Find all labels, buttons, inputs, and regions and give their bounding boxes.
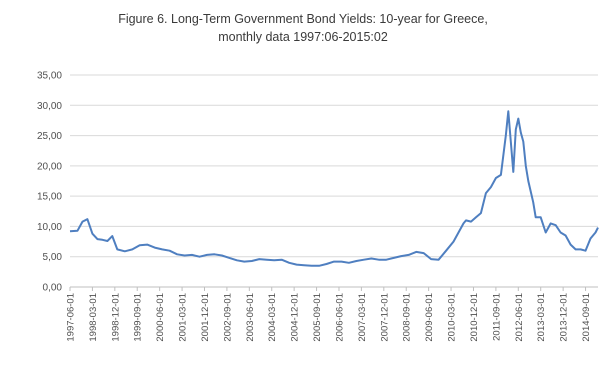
x-tick-label: 2004-03-01 [267,293,278,342]
x-tick-label: 2008-09-01 [402,293,413,342]
x-tick-label: 2001-03-01 [178,293,189,342]
x-tick-label: 2005-09-01 [312,293,323,342]
y-axis-tick-labels: 0,00 5,00 10,00 15,00 20,00 25,00 30,00 35,00 [37,71,62,294]
x-tick-label: 2002-09-01 [222,293,233,342]
x-axis-tick-labels: 1997-06-01 1998-03-01 1998-12-01 1999-09-01… [66,287,592,342]
y-tick-label: 10,00 [37,222,62,233]
x-tick-label: 2011-09-01 [491,293,502,341]
x-tick-label: 1999-09-01 [133,293,144,342]
x-tick-label: 2012-06-01 [514,293,525,342]
y-tick-label: 30,00 [37,101,62,112]
x-tick-label: 1998-12-01 [110,293,121,342]
x-tick-label: 2007-03-01 [357,293,368,342]
series-line [69,110,599,267]
x-tick-label: 2001-12-01 [200,293,211,342]
x-tick-label: 2007-12-01 [379,293,390,342]
x-tick-label: 2013-03-01 [536,293,547,342]
x-tick-label: 2003-06-01 [245,293,256,342]
chart-title-line-2: monthly data 1997:06-2015:02 [218,30,388,44]
y-tick-label: 5,00 [43,252,63,263]
y-tick-label: 20,00 [37,161,62,172]
gridlines [70,74,598,288]
x-tick-label: 2013-12-01 [559,293,570,342]
x-tick-label: 2014-09-01 [581,293,592,342]
x-tick-label: 2004-12-01 [290,293,301,342]
x-tick-label: 2010-03-01 [447,293,458,342]
series-layer [69,110,599,267]
x-tick-label: 2000-06-01 [155,293,166,342]
x-tick-label: 1998-03-01 [88,293,99,342]
x-tick-label: 2006-06-01 [334,293,345,342]
chart-title: Figure 6. Long-Term Government Bond Yiel… [0,10,606,46]
x-tick-label: 2009-06-01 [424,293,435,342]
y-tick-label: 35,00 [37,71,62,82]
x-tick-label: 2010-12-01 [469,293,480,342]
y-tick-label: 0,00 [43,283,63,294]
y-tick-label: 15,00 [37,192,62,203]
x-tick-label: 1997-06-01 [66,293,77,342]
y-tick-label: 25,00 [37,131,62,142]
chart-title-line-1: Figure 6. Long-Term Government Bond Yiel… [118,12,488,26]
